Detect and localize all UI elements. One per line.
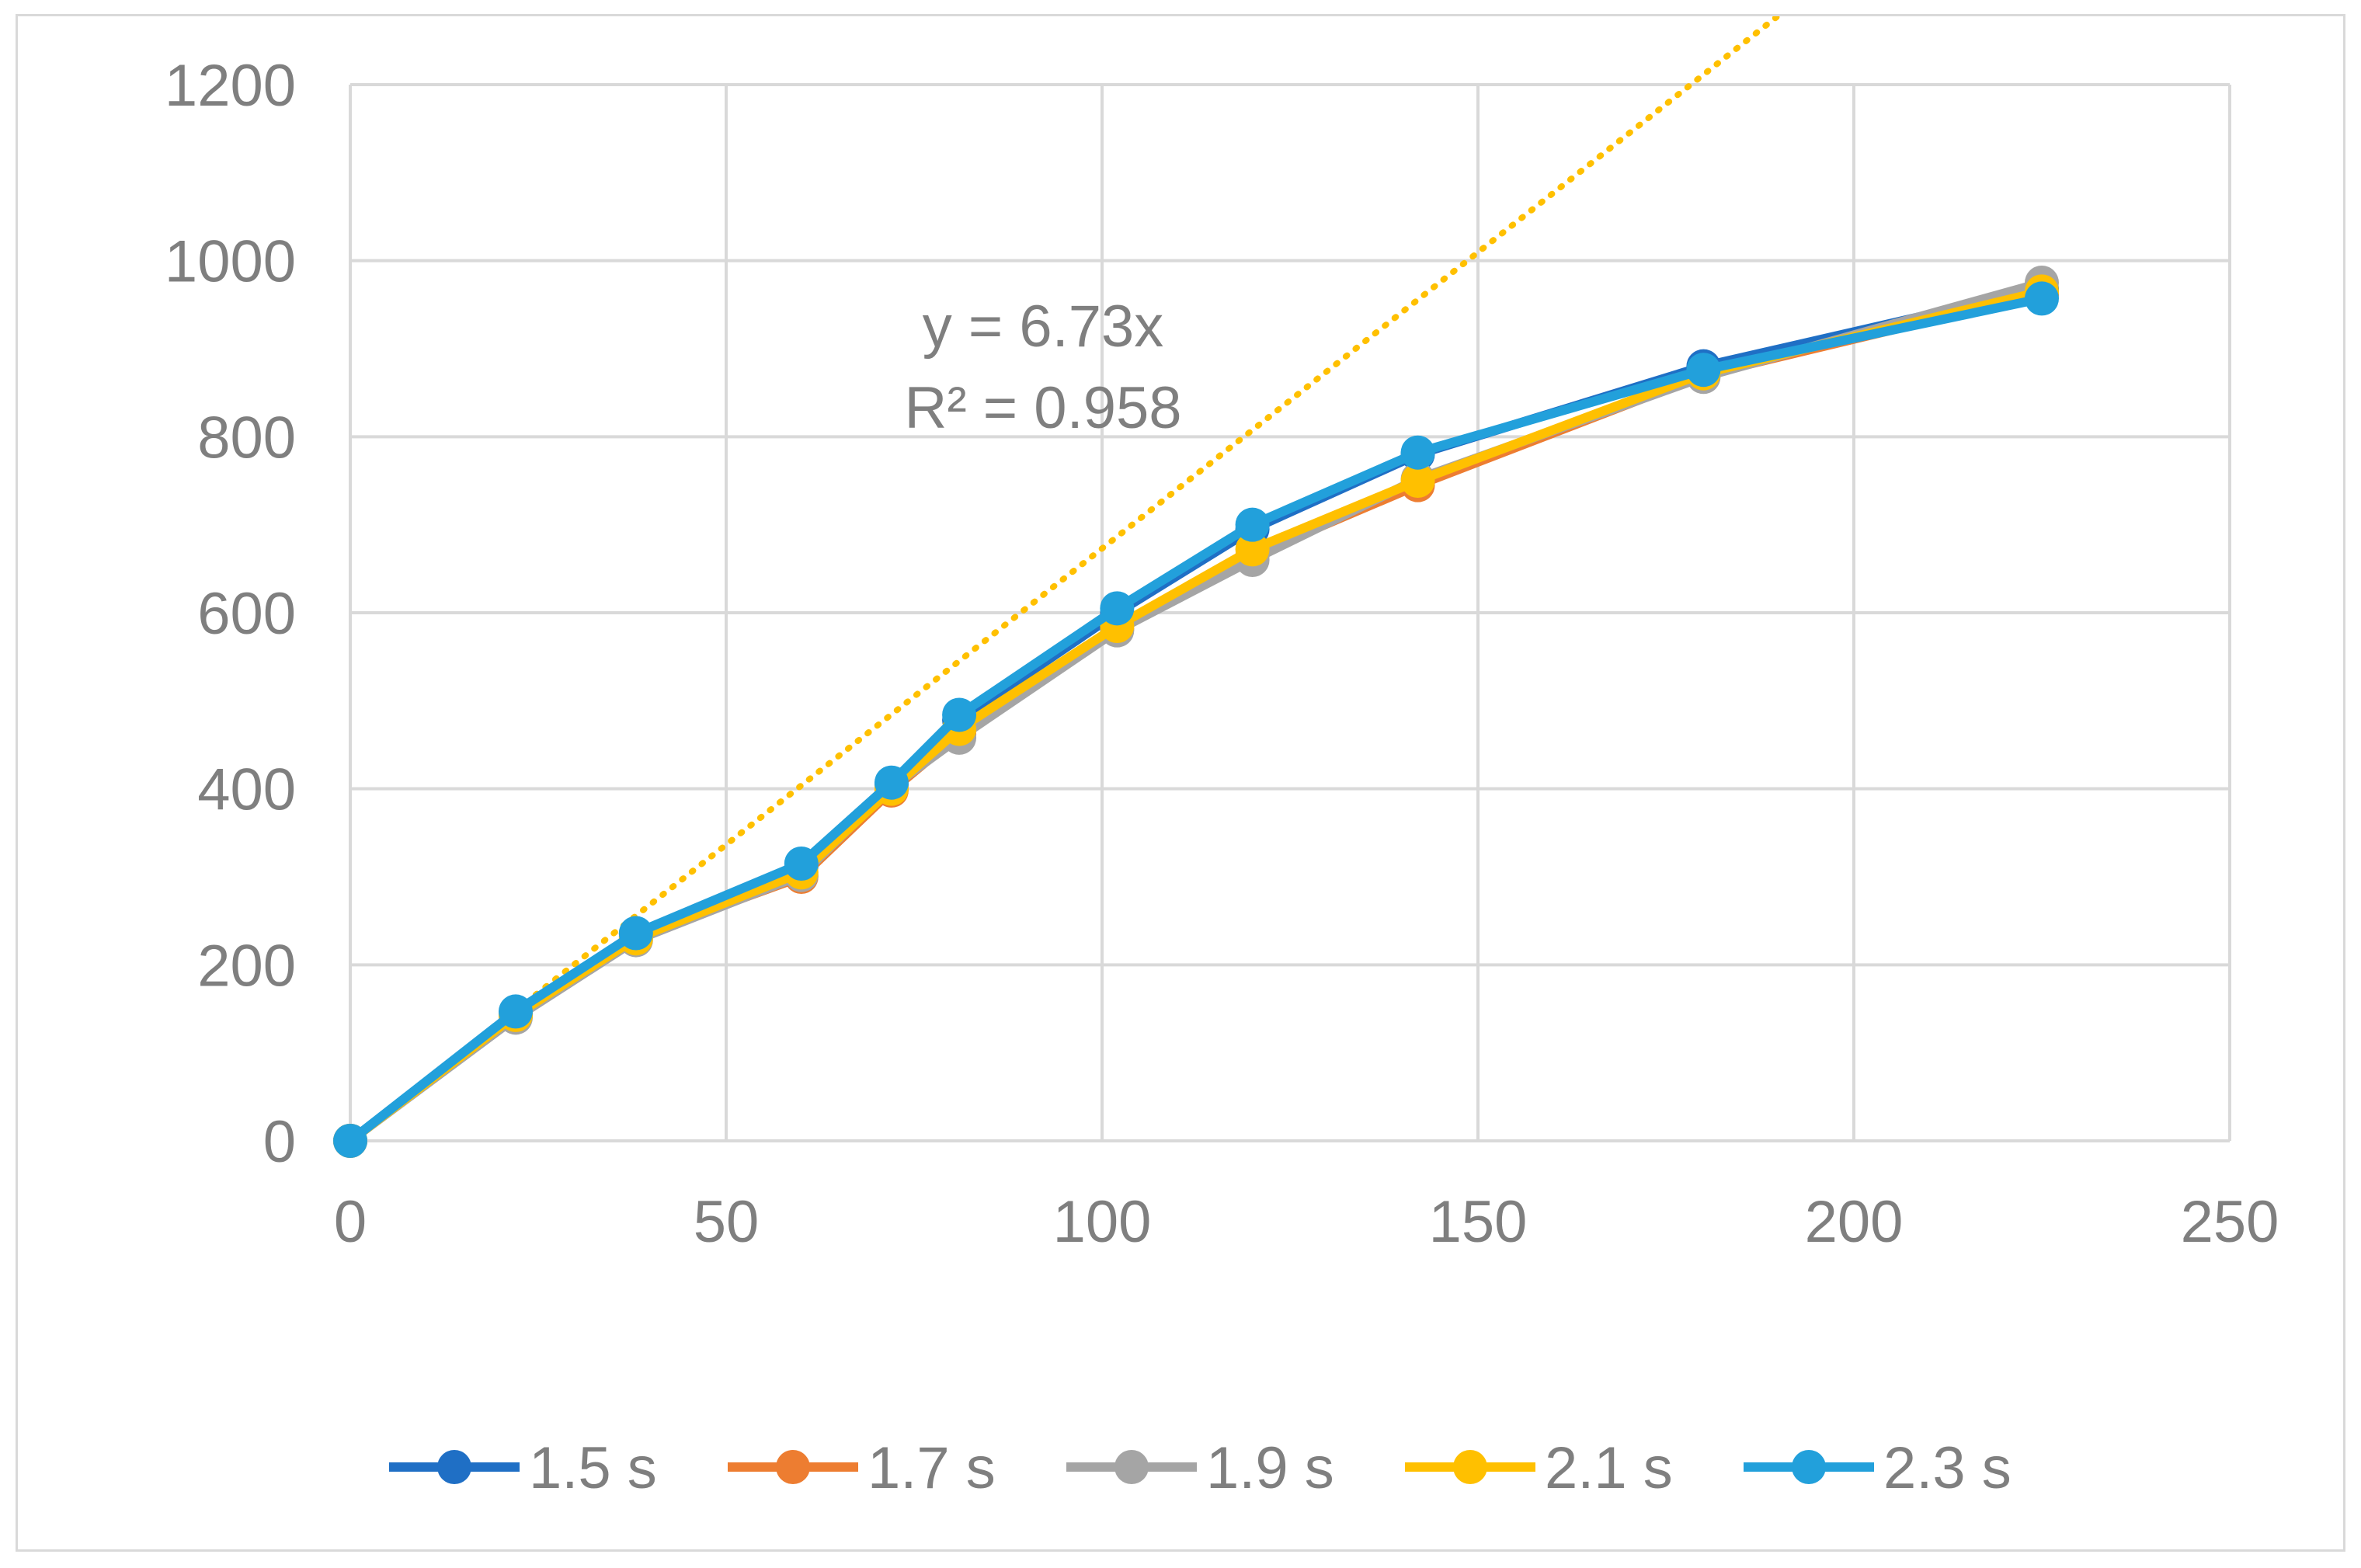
- x-tick-label: 250: [2181, 1189, 2279, 1255]
- legend-swatch-marker: [437, 1450, 471, 1484]
- y-tick-label: 600: [197, 581, 296, 647]
- data-point: [942, 697, 977, 732]
- axis-tick-labels: 0 50 100 150 200 250 0 200 400 600 800 1000 1200: [165, 53, 2279, 1255]
- series-line: [346, 289, 2046, 1146]
- data-point: [1400, 464, 1435, 498]
- series-2-1s: [333, 274, 2059, 1158]
- data-point: [498, 994, 533, 1029]
- legend-label: 1.5 s: [529, 1435, 657, 1501]
- x-tick-label: 0: [334, 1189, 367, 1255]
- legend: 1.5 s 1.7 s 1.9 s 2.1 s 2.3 s: [389, 1435, 2012, 1501]
- series-2-3s: [333, 281, 2059, 1158]
- trendline-equation: y = 6.73x: [923, 294, 1164, 360]
- series-1-7s: [333, 276, 2059, 1158]
- legend-label: 1.9 s: [1206, 1435, 1334, 1501]
- y-tick-label: 0: [263, 1109, 296, 1175]
- data-point: [618, 916, 653, 951]
- legend-label: 1.7 s: [868, 1435, 996, 1501]
- data-point: [874, 765, 909, 800]
- trendline-r-squared: R² = 0.958: [905, 375, 1182, 441]
- series-line: [346, 294, 2046, 1146]
- legend-swatch-marker: [776, 1450, 810, 1484]
- data-point: [1235, 532, 1270, 567]
- legend-swatch-marker: [1792, 1450, 1826, 1484]
- series-line: [346, 278, 2046, 1146]
- data-point: [333, 1124, 367, 1158]
- x-tick-label: 100: [1053, 1189, 1152, 1255]
- y-tick-label: 400: [197, 757, 296, 823]
- y-tick-label: 200: [197, 933, 296, 999]
- x-tick-label: 50: [694, 1189, 760, 1255]
- data-point: [1400, 435, 1435, 470]
- grid: [349, 83, 2231, 1142]
- y-tick-label: 1000: [165, 229, 296, 295]
- y-tick-label: 800: [197, 405, 296, 471]
- legend-swatch-marker: [1453, 1450, 1487, 1484]
- data-point: [1235, 507, 1270, 542]
- data-point: [784, 847, 819, 881]
- data-point: [2025, 281, 2059, 316]
- legend-label: 2.1 s: [1545, 1435, 1673, 1501]
- legend-swatch-marker: [1114, 1450, 1149, 1484]
- x-tick-label: 200: [1805, 1189, 1904, 1255]
- legend-item: 2.3 s: [1744, 1435, 2012, 1501]
- series-line: [346, 287, 2046, 1146]
- trendline-label: y = 6.73x R² = 0.958: [905, 294, 1182, 441]
- legend-label: 2.3 s: [1883, 1435, 2012, 1501]
- legend-item: 2.1 s: [1405, 1435, 1673, 1501]
- series-1-9s: [333, 266, 2059, 1158]
- data-point: [1100, 591, 1135, 626]
- y-tick-label: 1200: [165, 53, 296, 119]
- x-tick-label: 150: [1429, 1189, 1528, 1255]
- series-line: [346, 283, 2046, 1146]
- series-group: [333, 266, 2059, 1158]
- series-1-5s: [333, 271, 2059, 1158]
- legend-item: 1.7 s: [728, 1435, 996, 1501]
- legend-item: 1.5 s: [389, 1435, 657, 1501]
- chart-svg: 0 50 100 150 200 250 0 200 400 600 800 1000 1200 y =…: [165, 16, 2279, 1501]
- data-point: [1686, 353, 1721, 388]
- chart-frame: 0 50 100 150 200 250 0 200 400 600 800 1000 1200 y =…: [16, 14, 2345, 1552]
- legend-item: 1.9 s: [1066, 1435, 1334, 1501]
